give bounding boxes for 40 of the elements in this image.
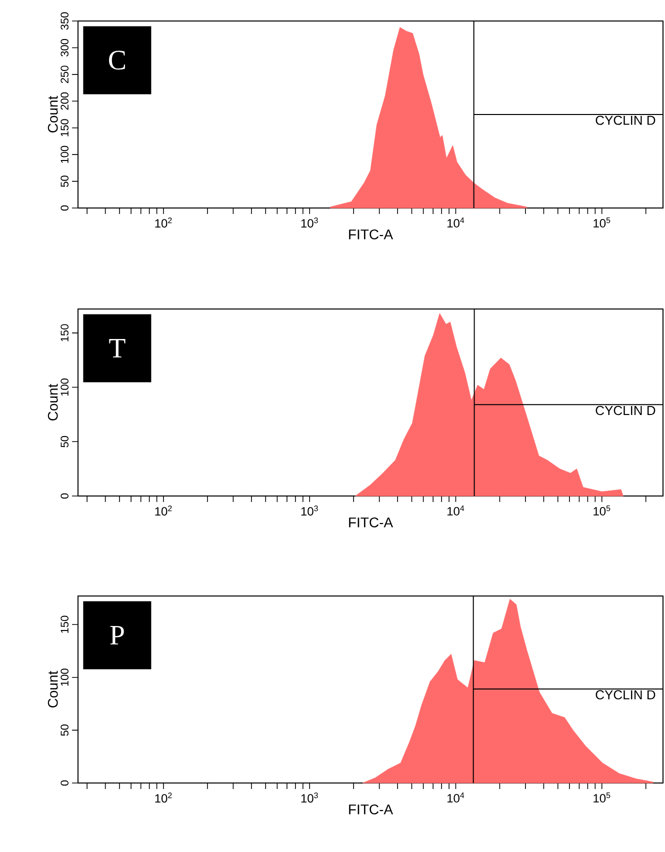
x-tick-label: 10$^{3}$: [301, 218, 318, 228]
x-axis-title: FITC-A: [349, 804, 394, 814]
x-tick-label: 10$^{3}$: [301, 506, 318, 516]
series-label: CYCLIN D: [596, 406, 656, 416]
y-tick-label: 150: [60, 616, 68, 633]
y-tick-label: 0: [60, 493, 68, 499]
x-axis-title: FITC-A: [349, 229, 394, 240]
y-tick-label: 100: [60, 668, 68, 686]
y-tick-label: 100: [60, 378, 68, 396]
y-tick-label: 150: [60, 119, 68, 136]
x-tick-label: 10$^{4}$: [447, 218, 464, 228]
text: C: [109, 50, 125, 70]
y-tick-label: 50: [60, 176, 68, 187]
y-axis-title: Count: [48, 96, 58, 132]
y-axis-title: Count: [48, 670, 58, 708]
x-axis-title: FITC-A: [349, 517, 394, 528]
text: T: [109, 339, 126, 358]
x-tick-label: 10$^{5}$: [594, 506, 610, 516]
y-tick-label: 0: [60, 780, 68, 786]
y-tick-label: 50: [60, 436, 68, 448]
x-tick-label: 10$^{5}$: [594, 792, 610, 803]
y-tick-label: 300: [60, 38, 68, 56]
x-tick-label: 10$^{2}$: [155, 218, 172, 228]
x-tick-label: 10$^{2}$: [155, 506, 172, 516]
y-tick-label: 0: [60, 205, 68, 211]
y-tick-label: 350: [60, 12, 68, 30]
x-tick-label: 10$^{4}$: [447, 792, 464, 803]
y-tick-label: 200: [60, 92, 68, 110]
series-label: CYCLIN D: [596, 690, 656, 700]
x-tick-label: 10$^{2}$: [155, 792, 172, 803]
y-tick-label: 100: [60, 146, 68, 163]
x-tick-label: 10$^{5}$: [594, 218, 610, 228]
y-tick-label: 50: [60, 724, 68, 736]
x-tick-label: 10$^{3}$: [301, 792, 318, 803]
y-axis-title: Count: [48, 384, 58, 420]
series-label: CYCLIN D: [596, 116, 656, 125]
y-tick-label: 250: [60, 66, 68, 84]
text: P: [110, 626, 124, 644]
y-tick-label: 150: [60, 324, 68, 342]
x-tick-label: 10$^{4}$: [447, 506, 464, 516]
